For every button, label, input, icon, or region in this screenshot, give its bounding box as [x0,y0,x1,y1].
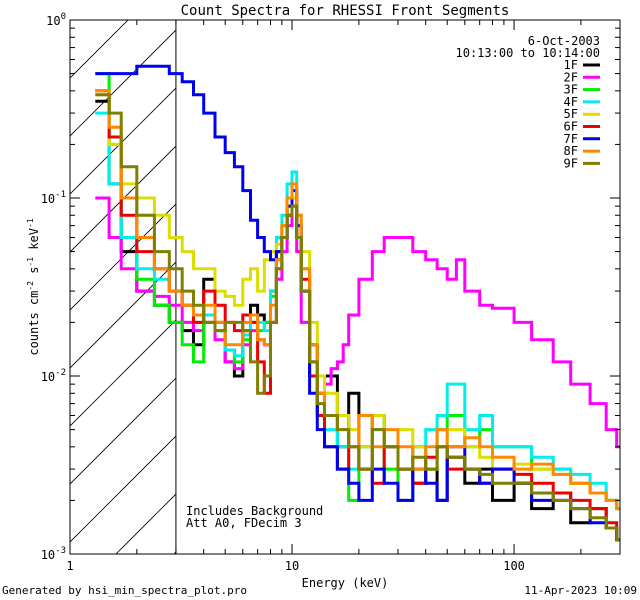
legend-label-5F: 5F [564,107,578,121]
hatch-lines [70,20,176,554]
legend-label-2F: 2F [564,70,578,84]
hatch-line [70,87,176,195]
legend-label-3F: 3F [564,83,578,97]
time-range-annotation: 10:13:00 to 10:14:00 [456,46,601,60]
y-tick-label: 10-2 [41,368,66,384]
hatch-line [70,319,176,427]
x-axis-label: Energy (keV) [302,576,389,590]
generated-by-footer: Generated by hsi_min_spectra_plot.pro [2,584,247,597]
series-line-9F [95,93,620,542]
chart-title: Count Spectra for RHESSI Front Segments [181,3,510,19]
y-tick-label: 100 [46,12,66,28]
hatch-line [70,20,71,21]
hatched-region [70,20,177,554]
series-group [95,64,620,542]
axis-ticks: 1 10 100 100 10-1 10-2 10-3 [41,12,621,573]
y-tick-label: 10-3 [41,546,66,562]
legend-label-8F: 8F [564,144,578,158]
x-tick-label: 10 [285,559,299,573]
attenuator-note: Att A0, FDecim 3 [186,516,302,530]
legend-label-9F: 9F [564,156,578,170]
legend-label-1F: 1F [564,58,578,72]
hatch-line [70,435,176,543]
plot-frame [69,19,621,555]
legend-label-7F: 7F [564,132,578,146]
timestamp-footer: 11-Apr-2023 10:09 [524,584,637,597]
x-tick-label: 100 [503,559,525,573]
hatch-line [70,203,176,311]
legend-label-4F: 4F [564,95,578,109]
hatch-line [70,29,176,137]
y-tick-label: 10-1 [41,190,66,206]
x-tick-label: 1 [66,559,73,573]
legend-label-6F: 6F [564,120,578,134]
background-note: Includes Background [186,504,323,518]
y-axis-label: counts cm-2 s-1 keV-1 [26,218,41,355]
hatch-line [70,377,176,485]
hatch-line [70,261,176,369]
date-annotation: 6-Oct-2003 [528,34,600,48]
